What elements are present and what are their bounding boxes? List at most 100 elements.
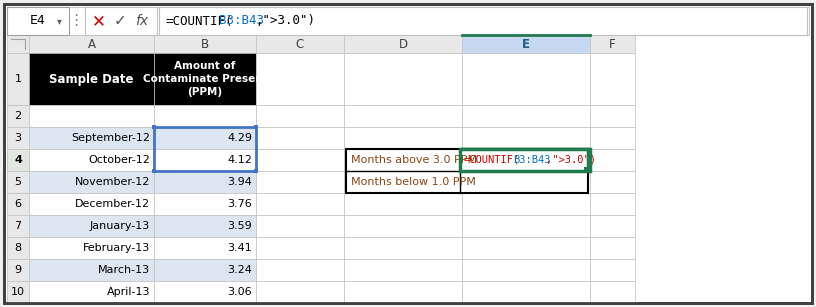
Text: E: E <box>522 37 530 50</box>
Bar <box>7 281 29 303</box>
Text: E4: E4 <box>30 14 46 28</box>
Text: B3:B43: B3:B43 <box>513 155 551 165</box>
Text: C: C <box>296 37 304 50</box>
Text: 7: 7 <box>15 221 21 231</box>
Text: ✓: ✓ <box>113 14 126 29</box>
Bar <box>154 215 256 237</box>
Bar <box>85 7 157 35</box>
Bar <box>256 215 344 237</box>
Text: 4: 4 <box>14 155 22 165</box>
Bar <box>590 171 635 193</box>
Text: 10: 10 <box>11 287 25 297</box>
Text: ✕: ✕ <box>92 12 106 30</box>
Bar <box>29 193 154 215</box>
Bar <box>256 281 344 303</box>
Bar <box>154 53 256 105</box>
Bar <box>344 105 462 127</box>
Text: 3.24: 3.24 <box>227 265 252 275</box>
Text: 4.29: 4.29 <box>227 133 252 143</box>
Text: 3.76: 3.76 <box>227 199 252 209</box>
Bar <box>154 237 256 259</box>
Bar <box>29 259 154 281</box>
Bar <box>29 105 154 127</box>
Bar <box>590 193 635 215</box>
Text: February-13: February-13 <box>82 243 150 253</box>
Bar <box>344 259 462 281</box>
Bar <box>590 281 635 303</box>
Bar <box>7 215 29 237</box>
Bar <box>154 281 256 303</box>
Bar <box>346 149 588 193</box>
Text: 3.06: 3.06 <box>228 287 252 297</box>
Bar <box>344 171 462 193</box>
Bar <box>254 169 258 173</box>
Bar <box>590 35 635 53</box>
Bar <box>462 215 590 237</box>
Text: A: A <box>87 37 95 50</box>
Bar <box>7 259 29 281</box>
Bar <box>256 127 344 149</box>
Bar <box>7 53 29 105</box>
Text: =COUNTIF(: =COUNTIF( <box>165 14 233 28</box>
Text: Months below 1.0 PPM: Months below 1.0 PPM <box>351 177 476 187</box>
Text: 3.94: 3.94 <box>227 177 252 187</box>
Text: ,">3.0"): ,">3.0") <box>255 14 315 28</box>
Bar <box>256 105 344 127</box>
Bar <box>590 237 635 259</box>
Text: B3:B43: B3:B43 <box>219 14 264 28</box>
Text: 8: 8 <box>15 243 21 253</box>
Text: 3.41: 3.41 <box>227 243 252 253</box>
Text: ⋮: ⋮ <box>69 14 83 29</box>
Text: November-12: November-12 <box>74 177 150 187</box>
Text: January-13: January-13 <box>90 221 150 231</box>
Bar <box>7 127 29 149</box>
Text: Sample Date: Sample Date <box>49 72 134 86</box>
Text: 4.12: 4.12 <box>227 155 252 165</box>
Bar <box>344 237 462 259</box>
Text: October-12: October-12 <box>88 155 150 165</box>
Text: 3.59: 3.59 <box>227 221 252 231</box>
Bar <box>344 53 462 105</box>
Bar <box>29 215 154 237</box>
Text: December-12: December-12 <box>75 199 150 209</box>
Bar <box>344 215 462 237</box>
Text: 6: 6 <box>15 199 21 209</box>
Bar <box>29 281 154 303</box>
Bar <box>462 149 590 171</box>
Bar <box>462 53 590 105</box>
Bar <box>256 53 344 105</box>
Bar <box>590 215 635 237</box>
Bar <box>154 171 256 193</box>
Bar <box>256 259 344 281</box>
Bar <box>154 193 256 215</box>
Bar <box>344 281 462 303</box>
Bar <box>152 169 156 173</box>
Bar <box>462 127 590 149</box>
Bar <box>154 149 256 171</box>
Bar <box>154 259 256 281</box>
Bar <box>159 7 807 35</box>
Bar <box>256 35 344 53</box>
Bar <box>7 237 29 259</box>
Text: 1: 1 <box>15 74 21 84</box>
Bar <box>462 171 590 193</box>
Text: April-13: April-13 <box>107 287 150 297</box>
Bar <box>462 193 590 215</box>
Bar <box>344 127 462 149</box>
Text: D: D <box>398 37 407 50</box>
Text: B: B <box>201 37 209 50</box>
Text: Months above 3.0 PPM: Months above 3.0 PPM <box>351 155 477 165</box>
Text: =COUNTIF(: =COUNTIF( <box>464 155 521 165</box>
Bar <box>29 171 154 193</box>
Bar <box>7 149 29 171</box>
Bar <box>460 149 588 171</box>
Bar <box>154 105 256 127</box>
Bar <box>7 149 29 171</box>
Bar <box>152 125 156 129</box>
Bar <box>590 105 635 127</box>
Bar <box>154 35 256 53</box>
Bar <box>344 149 462 171</box>
Text: 5: 5 <box>15 177 21 187</box>
Text: ▾: ▾ <box>56 16 61 26</box>
Bar <box>7 7 69 35</box>
